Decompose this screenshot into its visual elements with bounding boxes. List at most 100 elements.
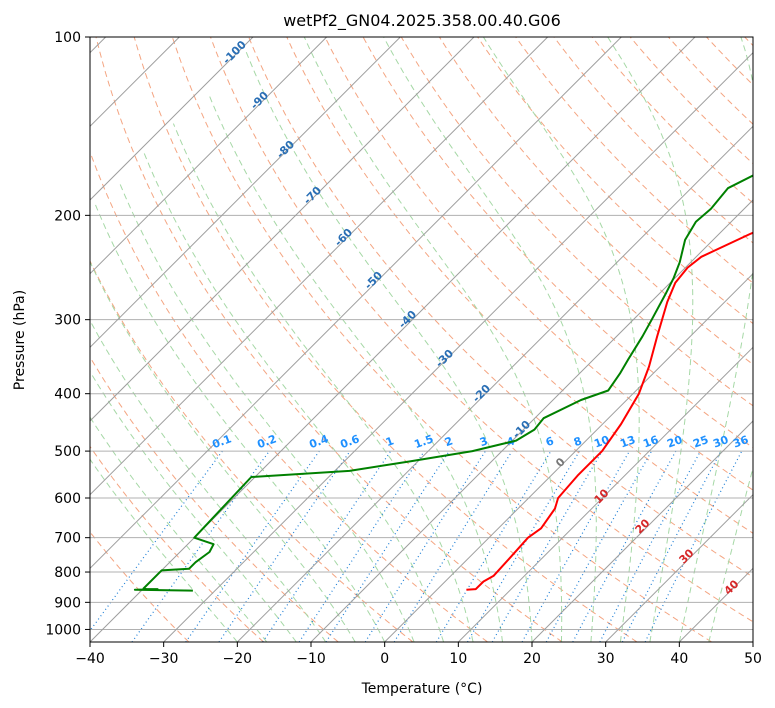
profile-series xyxy=(133,174,753,592)
mixing-ratio-label: 25 xyxy=(691,433,710,450)
mixing-ratio-label: 0.6 xyxy=(338,432,361,451)
mixing-ratio-line xyxy=(131,450,270,642)
dry-adiabat-line xyxy=(324,37,753,491)
dry-adiabat-line xyxy=(95,37,563,642)
moist-adiabat-line xyxy=(90,260,356,642)
isotherm-gridlines xyxy=(90,37,753,642)
mixing-ratio-label: 8 xyxy=(572,434,584,449)
isotherm-line xyxy=(384,272,753,642)
temperature-line xyxy=(466,231,753,591)
dry-adiabat-line xyxy=(248,37,753,578)
mixing-ratio-label: 1.5 xyxy=(412,432,435,451)
dry-adiabat-line xyxy=(90,356,339,642)
y-axis-label: Pressure (hPa) xyxy=(12,290,28,390)
isotherm-line xyxy=(163,51,753,642)
x-tick-label: 40 xyxy=(670,651,688,667)
dry-adiabat-line xyxy=(133,37,638,642)
isotherm-line xyxy=(90,37,254,201)
mixing-ratio-line xyxy=(393,450,513,642)
mixing-ratio-line xyxy=(262,450,392,642)
mixing-ratio-line xyxy=(90,450,223,632)
mixing-ratio-label: 2 xyxy=(443,434,455,449)
y-axis-ticks: 100 200 300 400 500 600 700 800 900 1000 xyxy=(45,30,90,638)
dry-adiabat-label: -50 xyxy=(362,269,385,292)
chart-title: wetPf2_GN04.2025.358.00.40.G06 xyxy=(283,11,561,31)
x-tick-label: −10 xyxy=(296,651,326,667)
isotherm-line xyxy=(752,641,753,642)
y-tick-label: 300 xyxy=(54,313,81,329)
mixing-ratio-line xyxy=(466,450,580,642)
mixing-ratio-label: 13 xyxy=(618,433,637,450)
mixing-ratio-line xyxy=(185,450,320,642)
isotherm-line xyxy=(678,567,753,642)
dry-adiabat-line xyxy=(90,150,488,642)
mixing-ratio-line xyxy=(599,450,702,642)
mixing-ratio-label: 0.2 xyxy=(255,432,278,451)
y-tick-label: 600 xyxy=(54,491,81,507)
mixing-ratio-line xyxy=(521,450,631,642)
x-tick-label: −20 xyxy=(223,651,253,667)
x-tick-label: 10 xyxy=(449,651,467,667)
dry-adiabat-label: -80 xyxy=(274,138,297,161)
y-tick-label: 100 xyxy=(54,30,81,46)
mixing-ratio-lines xyxy=(90,450,743,642)
dry-adiabat-line xyxy=(171,37,712,642)
mixing-ratio-label: 16 xyxy=(641,433,660,451)
mixing-ratio-label: 30 xyxy=(711,433,730,451)
dry-adiabat-line xyxy=(515,37,753,284)
moist-adiabat-line xyxy=(90,458,238,642)
moist-adiabats xyxy=(90,37,753,642)
mixing-ratio-line xyxy=(325,450,450,642)
moist-adiabat-label: 40 xyxy=(722,577,742,597)
x-tick-label: 0 xyxy=(380,651,389,667)
x-axis-ticks: −40 −30 −20 −10 0 10 20 30 40 50 xyxy=(75,642,762,667)
isotherm-line xyxy=(90,37,401,349)
mixing-ratio-label: 1 xyxy=(384,434,396,449)
dry-adiabat-label: -100 xyxy=(220,38,249,67)
mixing-ratio-line xyxy=(298,450,425,642)
moist-adiabat-line xyxy=(208,94,503,642)
dry-adiabat-line xyxy=(706,37,753,86)
moist-adiabat-line xyxy=(708,466,753,642)
dry-adiabat-label: -20 xyxy=(470,382,493,405)
moist-adiabat-line xyxy=(90,319,327,642)
y-tick-label: 900 xyxy=(54,595,81,611)
dry-adiabat-line xyxy=(286,37,753,534)
isobar-gridlines xyxy=(90,37,753,630)
y-tick-label: 800 xyxy=(54,565,81,581)
isotherm-line xyxy=(90,37,622,570)
mixing-ratio-line xyxy=(545,450,653,642)
moist-adiabat-line xyxy=(383,37,597,642)
x-tick-label: 30 xyxy=(597,651,615,667)
y-tick-label: 700 xyxy=(54,531,81,547)
moist-adiabat-line xyxy=(93,201,386,642)
x-tick-label: 50 xyxy=(744,651,762,667)
moist-adiabat-label: 0 xyxy=(553,455,568,470)
isotherm-line xyxy=(310,199,753,642)
x-tick-label: −40 xyxy=(75,651,105,667)
mixing-ratio-label: 0.4 xyxy=(307,432,330,451)
x-axis-label: Temperature (°C) xyxy=(361,681,483,697)
mixing-ratio-label: 36 xyxy=(731,433,750,451)
moist-adiabat-line xyxy=(244,49,533,642)
dry-adiabat-label: -30 xyxy=(433,347,456,370)
dry-adiabat-line xyxy=(210,37,753,623)
dry-adiabat-line xyxy=(90,259,414,642)
isotherm-line xyxy=(90,37,696,642)
moist-adiabat-line xyxy=(172,123,474,642)
mixing-ratio-label: 20 xyxy=(665,433,684,451)
isotherm-line xyxy=(90,37,328,275)
dry-adiabat-label: -70 xyxy=(301,184,324,207)
dry-adiabat-line xyxy=(90,531,190,642)
dry-adiabat-line xyxy=(744,37,753,47)
moist-adiabat-label: 30 xyxy=(677,546,697,566)
dry-adiabat-label: -60 xyxy=(332,226,355,249)
dry-adiabat-line xyxy=(553,37,753,244)
x-tick-label: 20 xyxy=(523,651,541,667)
mixing-ratio-label: 3 xyxy=(478,434,490,449)
mixing-ratio-line xyxy=(364,450,486,642)
dewpoint-line xyxy=(133,174,753,592)
dry-adiabat-line xyxy=(90,445,264,642)
moist-adiabat-label: 20 xyxy=(633,516,653,536)
y-tick-label: 1000 xyxy=(45,622,81,638)
